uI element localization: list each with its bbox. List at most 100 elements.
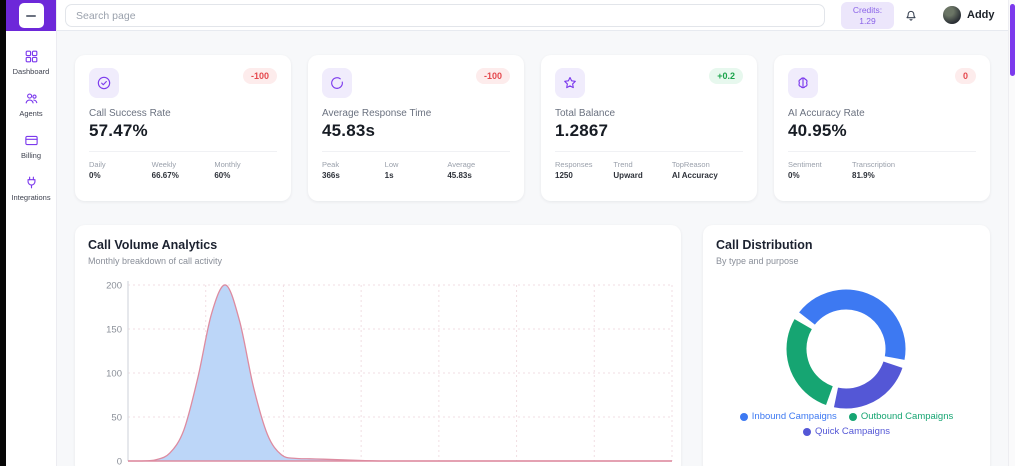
- credits-value: 1.29: [859, 16, 876, 27]
- stat-value: 57.47%: [89, 121, 148, 140]
- mini-stat-label: Daily: [89, 160, 106, 169]
- legend-item-inbound[interactable]: Inbound Campaigns: [739, 411, 837, 422]
- trend-badge: +0.2: [709, 68, 743, 84]
- icon-chip: [555, 68, 585, 98]
- svg-text:0: 0: [117, 456, 122, 466]
- bell-icon: [905, 10, 916, 21]
- sidebar-collapse-button[interactable]: [18, 3, 44, 28]
- legend-dot-icon: [739, 412, 748, 421]
- sidebar-item-billing[interactable]: Billing: [6, 133, 56, 160]
- scrollbar-thumb[interactable]: [1010, 4, 1015, 76]
- star-icon: [564, 76, 576, 89]
- chart-subtitle: Monthly breakdown of call activity: [88, 256, 223, 266]
- mini-stat-value: 60%: [214, 171, 231, 180]
- sidebar-item-label: Dashboard: [12, 67, 50, 76]
- svg-text:100: 100: [106, 368, 122, 379]
- mini-stat-value: AI Accuracy: [671, 171, 718, 180]
- mini-stat-label: Peak: [322, 160, 340, 169]
- collapse-icon: [26, 14, 36, 17]
- legend-label: Outbound Campaigns: [860, 411, 954, 422]
- card-total-balance: +0.2 Total Balance 1.2867 Responses 1250 …: [541, 55, 757, 201]
- mini-stat-label: Sentiment: [788, 160, 822, 169]
- sidebar-nav: Dashboard Agents Billing Integrations: [6, 31, 56, 202]
- mini-stat-label: Transcription: [852, 160, 896, 169]
- legend-item-outbound[interactable]: Outbound Campaigns: [848, 411, 954, 422]
- trend-badge: -100: [475, 68, 510, 84]
- sidebar-item-label: Billing: [20, 151, 41, 160]
- mini-stat-value: 1s: [384, 171, 394, 180]
- legend-item-quick[interactable]: Quick Campaigns: [803, 426, 890, 437]
- legend-label: Quick Campaigns: [815, 426, 890, 437]
- card-call-success-rate: -100 Call Success Rate 57.47% Daily 0% We…: [75, 55, 291, 201]
- sidebar-item-integrations[interactable]: Integrations: [6, 175, 56, 202]
- chart-title: Call Distribution: [716, 238, 813, 252]
- stat-title: Call Success Rate: [89, 108, 171, 119]
- users-icon: [25, 93, 37, 104]
- mini-stat-label: Monthly: [214, 160, 241, 169]
- mini-stat-value: 66.67%: [151, 171, 179, 180]
- mini-stat-label: Average: [447, 160, 476, 169]
- legend-dot-icon: [848, 412, 857, 421]
- page-scrollbar: [1008, 0, 1015, 466]
- user-name[interactable]: Addy: [967, 9, 995, 21]
- mini-stat-label: Low: [384, 160, 399, 169]
- mini-stat-label: Responses: [555, 160, 593, 169]
- svg-text:50: 50: [111, 412, 122, 423]
- card-ai-accuracy-rate: 0 AI Accuracy Rate 40.95% Sentiment 0% Tr…: [774, 55, 990, 201]
- divider: [322, 151, 510, 152]
- mini-stat-label: TopReason: [671, 160, 710, 169]
- card-average-response-time: -100 Average Response Time 45.83s Peak 36…: [308, 55, 524, 201]
- search-input[interactable]: [65, 4, 825, 27]
- credits-label: Credits:: [852, 5, 883, 15]
- plug-icon: [27, 176, 35, 189]
- icon-chip: [89, 68, 119, 98]
- notifications-button[interactable]: [902, 7, 919, 24]
- call-distribution-donut-chart: [786, 289, 906, 409]
- divider: [788, 151, 976, 152]
- topbar: Credits: 1.29 Addy: [57, 0, 1008, 31]
- credits-badge: Credits: 1.29: [841, 2, 894, 29]
- donut-legend: Inbound Campaigns Outbound Campaigns Qui…: [703, 411, 990, 437]
- legend-label: Inbound Campaigns: [751, 411, 837, 422]
- mini-stat-value: Upward: [613, 171, 643, 180]
- svg-text:150: 150: [106, 324, 122, 335]
- mini-stat-value: 366s: [322, 171, 340, 180]
- call-volume-area-chart: 0 50 100 150 200: [106, 280, 673, 466]
- stat-value: 45.83s: [322, 121, 376, 140]
- sidebar-item-label: Agents: [19, 109, 43, 118]
- stat-value: 40.95%: [788, 121, 847, 140]
- icon-chip: [788, 68, 818, 98]
- grid-icon: [25, 50, 37, 63]
- trend-badge: 0: [954, 68, 976, 84]
- mini-stat-value: 1250: [555, 171, 573, 180]
- stat-title: Total Balance: [555, 108, 616, 119]
- stat-title: AI Accuracy Rate: [788, 108, 865, 119]
- mini-stat-value: 0%: [89, 171, 101, 180]
- svg-text:200: 200: [106, 280, 122, 291]
- sidebar-item-agents[interactable]: Agents: [6, 91, 56, 118]
- clock-icon: [331, 77, 343, 89]
- chart-title: Call Volume Analytics: [88, 238, 218, 252]
- mini-stat-label: Weekly: [151, 160, 177, 169]
- mini-stat-value: 45.83s: [447, 171, 472, 180]
- icon-chip: [322, 68, 352, 98]
- stat-value: 1.2867: [555, 121, 609, 140]
- sidebar: Dashboard Agents Billing Integrations: [6, 0, 57, 466]
- trend-badge: -100: [242, 68, 277, 84]
- credit-card-icon: [24, 135, 38, 146]
- mini-stat-label: Trend: [613, 160, 633, 169]
- legend-dot-icon: [803, 427, 811, 436]
- call-distribution-card: Call Distribution By type and purpose In…: [703, 225, 990, 466]
- sidebar-item-label: Integrations: [11, 193, 51, 202]
- sidebar-item-dashboard[interactable]: Dashboard: [6, 49, 56, 76]
- sidebar-header: [6, 0, 56, 31]
- divider: [89, 151, 277, 152]
- mini-stat-value: 0%: [788, 171, 800, 180]
- brain-icon: [798, 77, 808, 89]
- call-volume-analytics-card: Call Volume Analytics Monthly breakdown …: [75, 225, 681, 466]
- screen-left-edge: [0, 0, 6, 466]
- check-circle-icon: [97, 76, 111, 90]
- divider: [555, 151, 743, 152]
- user-avatar[interactable]: [943, 6, 961, 24]
- chart-subtitle: By type and purpose: [716, 256, 799, 266]
